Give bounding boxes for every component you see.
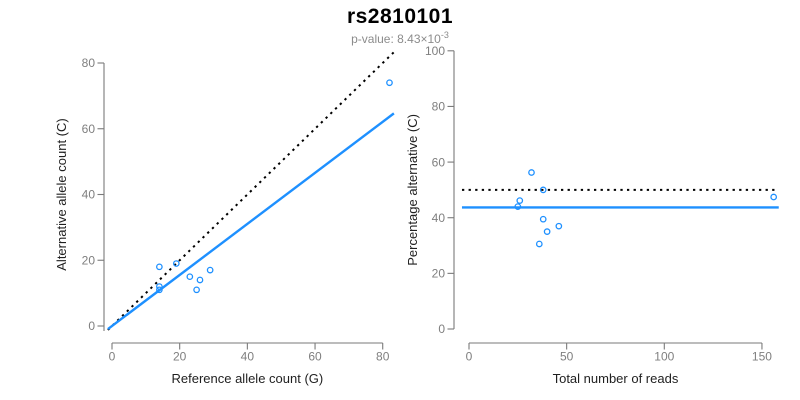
y-tick-label: 100: [425, 44, 445, 58]
data-point: [186, 273, 194, 281]
x-tick-label: 100: [654, 350, 674, 364]
p-value-text: p-value: 8.43×10: [351, 32, 441, 46]
data-point: [516, 197, 524, 204]
x-tick-label: 40: [241, 350, 255, 364]
data-point: [206, 266, 214, 274]
data-point: [535, 240, 543, 248]
x-tick-label: 20: [173, 350, 187, 364]
x-tick-label: 80: [376, 350, 390, 364]
data-point: [539, 186, 547, 194]
y-tick-label: 60: [432, 155, 446, 169]
data-point: [514, 203, 522, 210]
x-axis-label: Total number of reads: [553, 371, 679, 386]
data-point: [156, 286, 163, 294]
x-tick-label: 60: [308, 350, 322, 364]
y-tick-label: 20: [82, 253, 96, 267]
data-point: [555, 222, 563, 230]
y-tick-label: 0: [438, 322, 445, 336]
plot-subtitle: p-value: 8.43×10-3: [0, 30, 800, 46]
y-tick-label: 80: [432, 100, 446, 114]
plot-title: rs2810101: [346, 5, 454, 28]
y-tick-label: 80: [82, 56, 96, 70]
data-point: [528, 169, 535, 176]
x-tick-label: 150: [752, 350, 772, 364]
data-point: [193, 286, 200, 294]
data-point: [539, 215, 547, 223]
y-tick-label: 20: [432, 267, 446, 281]
data-point: [156, 283, 163, 290]
x-tick-label: 0: [466, 350, 473, 364]
panel-left: 0 20 40 60 80 0 20 40 60 80 Reference allele count…: [54, 51, 395, 386]
identity-line: [107, 51, 395, 331]
data-point: [196, 276, 204, 284]
p-value-exponent: -3: [440, 30, 449, 40]
figure-header: rs2810101 p-value: 8.43×10-3: [0, 0, 800, 46]
y-tick-label: 40: [432, 211, 446, 225]
y-tick-label: 40: [82, 188, 96, 202]
data-point: [770, 193, 778, 201]
data-point: [543, 228, 551, 235]
y-axis-label: Percentage alternative (C): [405, 114, 420, 266]
y-axis-label: Alternative allele count (C): [54, 118, 69, 270]
x-axis-label: Reference allele count (G): [171, 371, 323, 386]
panel-right: 0 20 40 60 80 100 0 50 100 150 Total number of rea…: [405, 44, 779, 386]
fit-line: [107, 112, 395, 331]
x-tick-label: 0: [109, 350, 116, 364]
y-tick-label: 60: [82, 122, 96, 136]
data-point: [386, 79, 393, 87]
y-tick-label: 0: [88, 319, 95, 333]
data-point: [156, 263, 163, 271]
x-tick-label: 50: [560, 350, 574, 364]
data-point: [172, 260, 180, 267]
